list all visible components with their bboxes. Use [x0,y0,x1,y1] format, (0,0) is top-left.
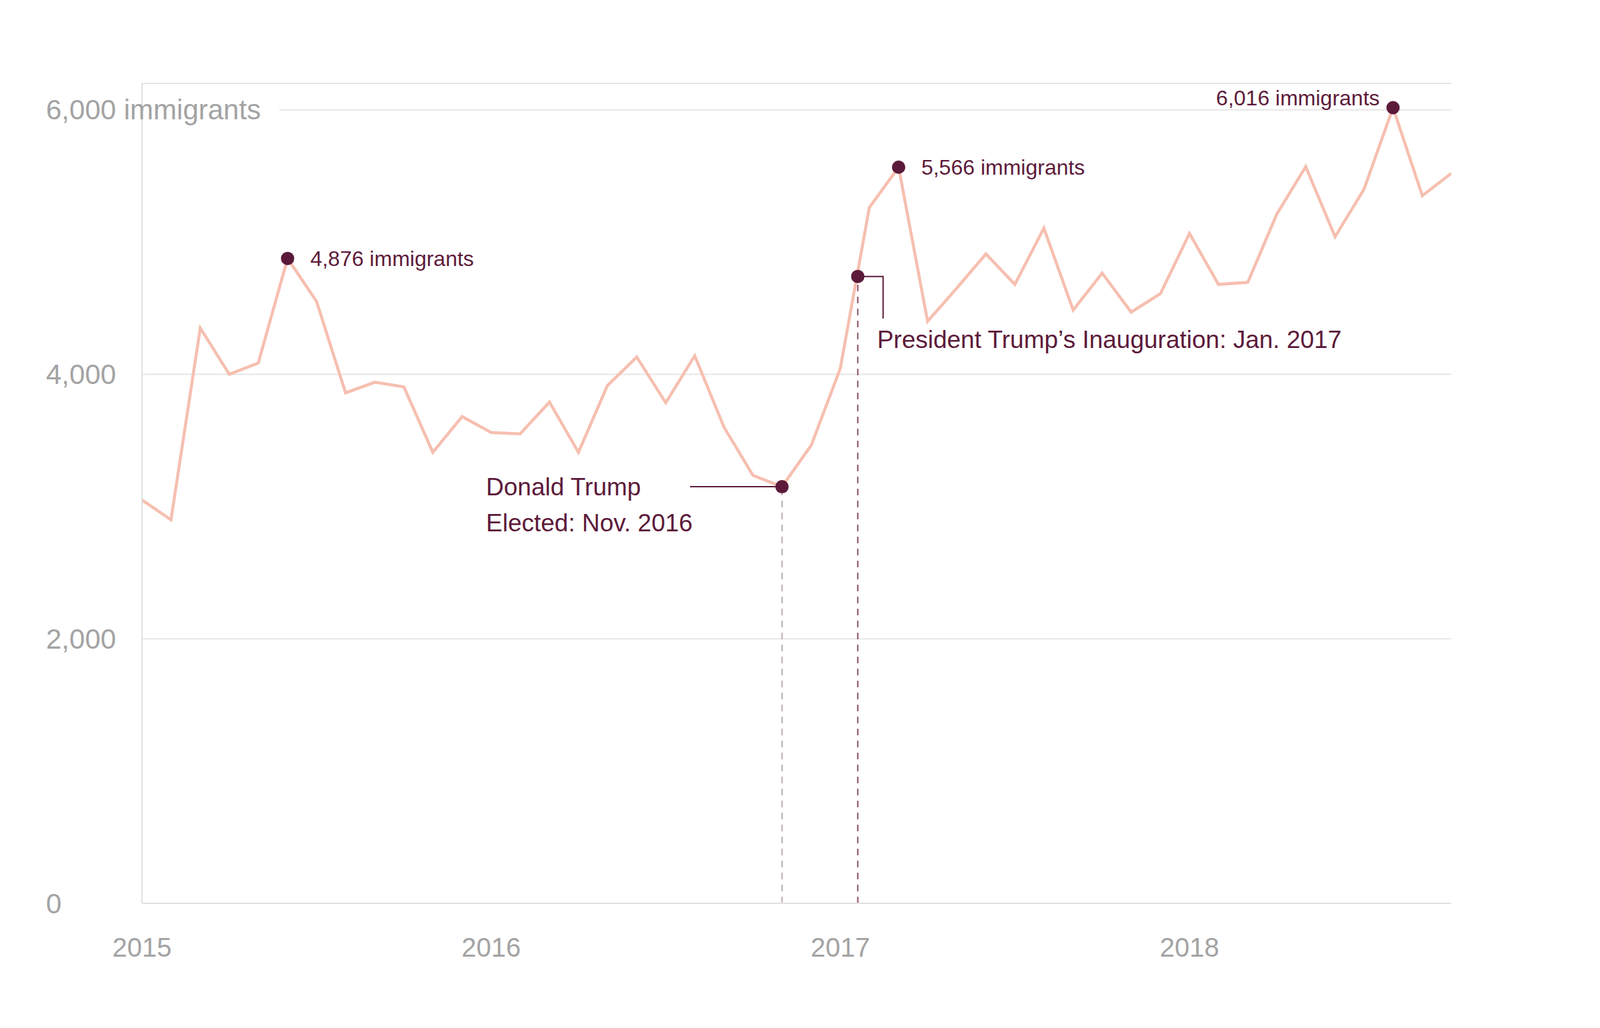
svg-text:4,000: 4,000 [46,358,116,390]
svg-text:President Trump’s Inauguration: President Trump’s Inauguration: Jan. 201… [877,326,1342,354]
svg-text:4,876 immigrants: 4,876 immigrants [310,246,474,271]
svg-text:2018: 2018 [1160,932,1220,962]
svg-text:6,016 immigrants: 6,016 immigrants [1216,86,1380,110]
svg-text:0: 0 [46,888,62,920]
svg-text:2016: 2016 [461,932,521,962]
svg-text:Donald Trump: Donald Trump [486,473,641,501]
svg-text:2,000: 2,000 [46,623,116,655]
svg-text:2015: 2015 [112,932,172,962]
svg-text:2017: 2017 [810,932,870,962]
svg-text:6,000 immigrants: 6,000 immigrants [46,94,261,126]
svg-text:5,566 immigrants: 5,566 immigrants [921,155,1085,180]
svg-text:Elected: Nov. 2016: Elected: Nov. 2016 [486,509,693,537]
